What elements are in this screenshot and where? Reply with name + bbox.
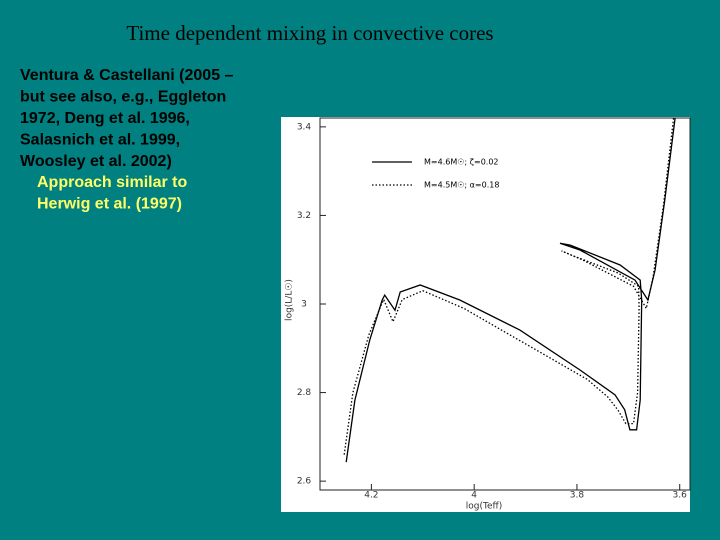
body-line: 1972, Deng et al. 1996, [20,110,190,127]
plot: 4.2 4 3.8 3.6 3.4 3.2 3 2.8 2.6 M=4.6M☉; ζ=0.02 M=… [297,117,688,501]
body-line: but see also, e.g., Eggleton [20,89,226,106]
slide-title: Time dependent mixing in convective core… [126,21,493,45]
y-tick-label: 2.6 [297,477,312,487]
x-tick-label: 4 [471,491,477,501]
body-text: Ventura & Castellani (2005 – but see also… [20,67,234,213]
x-tick-label: 3.8 [570,491,585,501]
y-tick-label: 3.4 [297,122,312,132]
body-line: Woosley et al. 2002) [20,153,172,170]
body-line: Ventura & Castellani (2005 – [20,67,234,84]
legend-label: M=4.5M☉; α=0.18 [424,181,499,190]
x-axis-label: log(Teff) [466,502,502,512]
legend-label: M=4.6M☉; ζ=0.02 [424,158,499,167]
body-line: Salasnich et al. 1999, [20,132,180,149]
sub-line: Herwig et al. (1997) [37,196,182,213]
x-tick-label: 4.2 [364,491,378,501]
y-axis-label: log(L/L☉) [285,279,295,321]
series-line [343,117,675,455]
sub-line: Approach similar to [37,174,187,191]
chart-image [281,117,690,512]
y-tick-label: 3 [301,300,307,310]
y-tick-label: 2.8 [297,388,312,398]
series-line [345,117,676,463]
y-tick-label: 3.2 [297,211,311,221]
x-tick-label: 3.6 [673,491,688,501]
